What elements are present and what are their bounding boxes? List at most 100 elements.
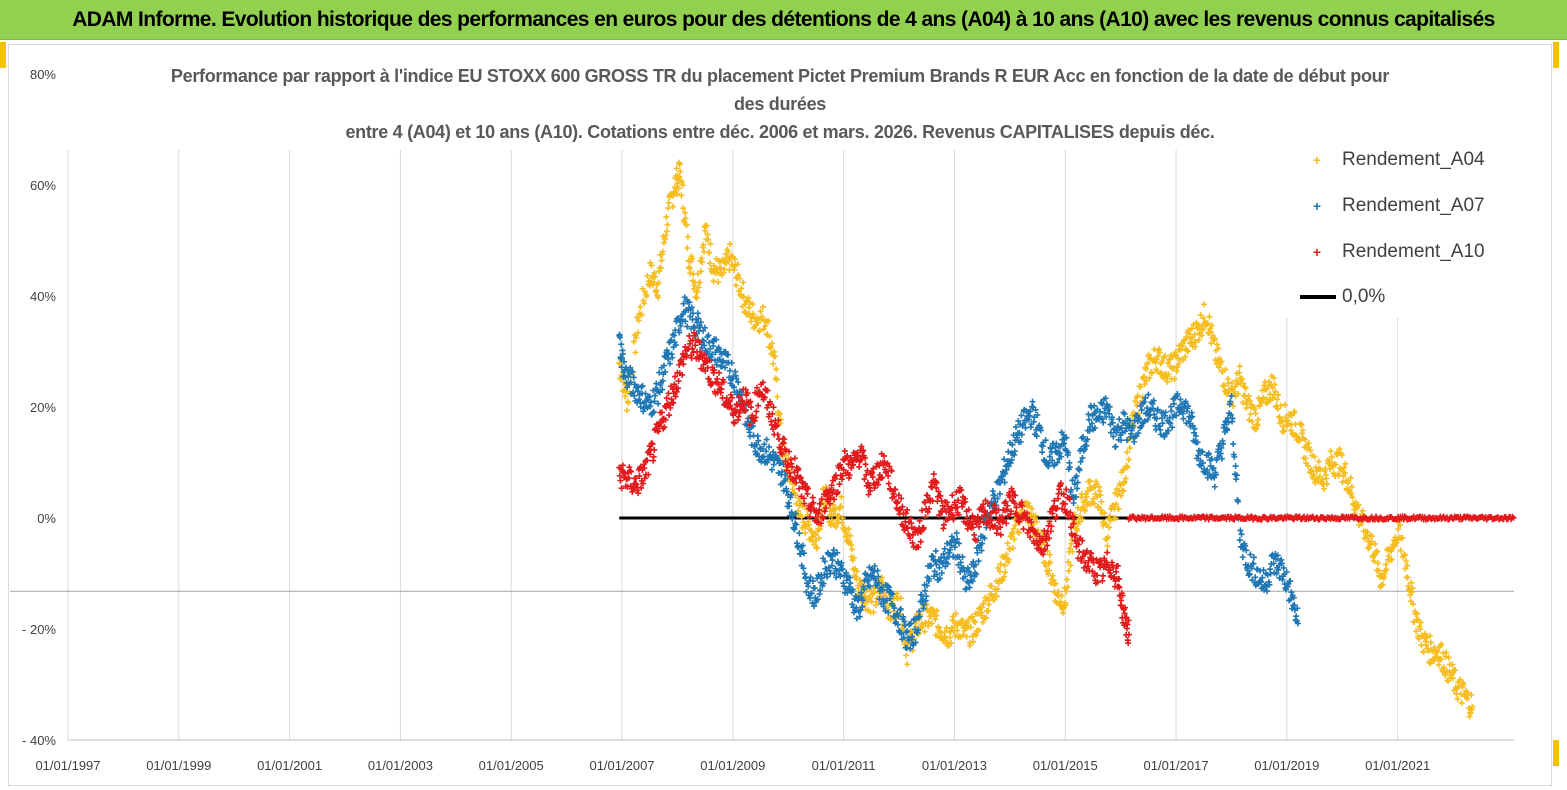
point-a07 xyxy=(1238,531,1245,538)
point-a04 xyxy=(1064,576,1071,583)
point-a07 xyxy=(1042,437,1049,444)
point-a07 xyxy=(1185,403,1192,410)
point-a04 xyxy=(1134,392,1141,399)
point-a04 xyxy=(1052,580,1059,587)
point-a04 xyxy=(789,486,796,493)
point-a07 xyxy=(809,577,816,584)
point-a04 xyxy=(771,353,778,360)
point-a04 xyxy=(1113,501,1120,508)
point-a04 xyxy=(696,279,703,286)
point-a04 xyxy=(1246,397,1253,404)
point-a10 xyxy=(671,381,678,388)
point-a04 xyxy=(839,515,846,522)
point-a07 xyxy=(1092,409,1099,416)
point-a04 xyxy=(1408,579,1415,586)
point-a04 xyxy=(756,327,763,334)
point-a07 xyxy=(1237,527,1244,534)
point-a10 xyxy=(880,452,887,459)
point-a07 xyxy=(805,583,812,590)
point-a04 xyxy=(1221,382,1228,389)
point-a07 xyxy=(1195,447,1202,454)
point-a04 xyxy=(1137,383,1144,390)
point-a10 xyxy=(675,385,682,392)
point-a10 xyxy=(695,356,702,363)
point-a10 xyxy=(1072,532,1079,539)
point-a10 xyxy=(981,508,988,515)
point-a07 xyxy=(779,468,786,475)
point-a04 xyxy=(1452,684,1459,691)
point-a07 xyxy=(1154,406,1161,413)
point-a04 xyxy=(1443,649,1450,656)
point-a10 xyxy=(977,518,984,525)
point-a10 xyxy=(742,386,749,393)
point-a07 xyxy=(1227,398,1234,405)
point-a07 xyxy=(922,587,929,594)
point-a04 xyxy=(811,541,818,548)
point-a10 xyxy=(1069,512,1076,519)
point-a04 xyxy=(1061,585,1068,592)
point-a04 xyxy=(725,248,732,255)
point-a10 xyxy=(706,357,713,364)
point-a07 xyxy=(1210,465,1217,472)
point-a04 xyxy=(767,344,774,351)
point-a04 xyxy=(1348,483,1355,490)
point-a07 xyxy=(1233,472,1240,479)
point-a07 xyxy=(932,547,939,554)
point-a10 xyxy=(645,471,652,478)
point-a07 xyxy=(862,571,869,578)
point-a07 xyxy=(646,393,653,400)
point-a07 xyxy=(907,645,914,652)
point-a07 xyxy=(898,630,905,637)
point-a04 xyxy=(1097,507,1104,514)
point-a10 xyxy=(839,472,846,479)
point-a04 xyxy=(903,652,910,659)
point-a07 xyxy=(1168,407,1175,414)
point-a04 xyxy=(1173,352,1180,359)
point-a04 xyxy=(1115,505,1122,512)
point-a04 xyxy=(975,627,982,634)
point-a04 xyxy=(1397,547,1404,554)
point-a07 xyxy=(1208,455,1215,462)
point-a07 xyxy=(966,568,973,575)
point-a10 xyxy=(1088,550,1095,557)
point-a10 xyxy=(1060,491,1067,498)
point-a07 xyxy=(1073,473,1080,480)
point-a07 xyxy=(885,609,892,616)
point-a04 xyxy=(1324,481,1331,488)
point-a04 xyxy=(1029,505,1035,512)
point-a07 xyxy=(811,603,818,610)
x-tick-label: 01/01/2003 xyxy=(368,758,433,773)
point-a07 xyxy=(1246,571,1253,578)
point-a07 xyxy=(1272,556,1279,563)
point-a04 xyxy=(1120,488,1127,495)
point-a04 xyxy=(694,288,701,295)
point-a07 xyxy=(959,553,966,560)
y-tick-label: 40% xyxy=(30,289,56,304)
point-a07 xyxy=(928,562,935,569)
point-a07 xyxy=(799,542,806,549)
point-a07 xyxy=(920,601,927,608)
point-a04 xyxy=(769,340,776,347)
point-a04 xyxy=(637,304,644,311)
point-a04 xyxy=(663,228,670,235)
point-a04 xyxy=(721,266,728,273)
point-a10 xyxy=(751,418,758,425)
point-a04 xyxy=(1215,345,1222,352)
point-a10 xyxy=(933,484,940,491)
point-a07 xyxy=(1046,453,1053,460)
point-a10 xyxy=(1002,498,1009,505)
point-a07 xyxy=(671,332,678,339)
point-a04 xyxy=(796,498,803,505)
point-a10 xyxy=(1119,592,1126,599)
point-a04 xyxy=(1345,477,1352,484)
point-a04 xyxy=(1064,583,1071,590)
point-a04 xyxy=(1192,343,1199,350)
point-a10 xyxy=(727,402,734,409)
point-a04 xyxy=(740,293,747,300)
point-a04 xyxy=(847,532,854,539)
x-tick-label: 01/01/2017 xyxy=(1144,758,1209,773)
point-a10 xyxy=(675,378,682,385)
point-a10 xyxy=(997,524,1004,531)
point-a07 xyxy=(889,591,896,598)
point-a04 xyxy=(1287,427,1294,434)
